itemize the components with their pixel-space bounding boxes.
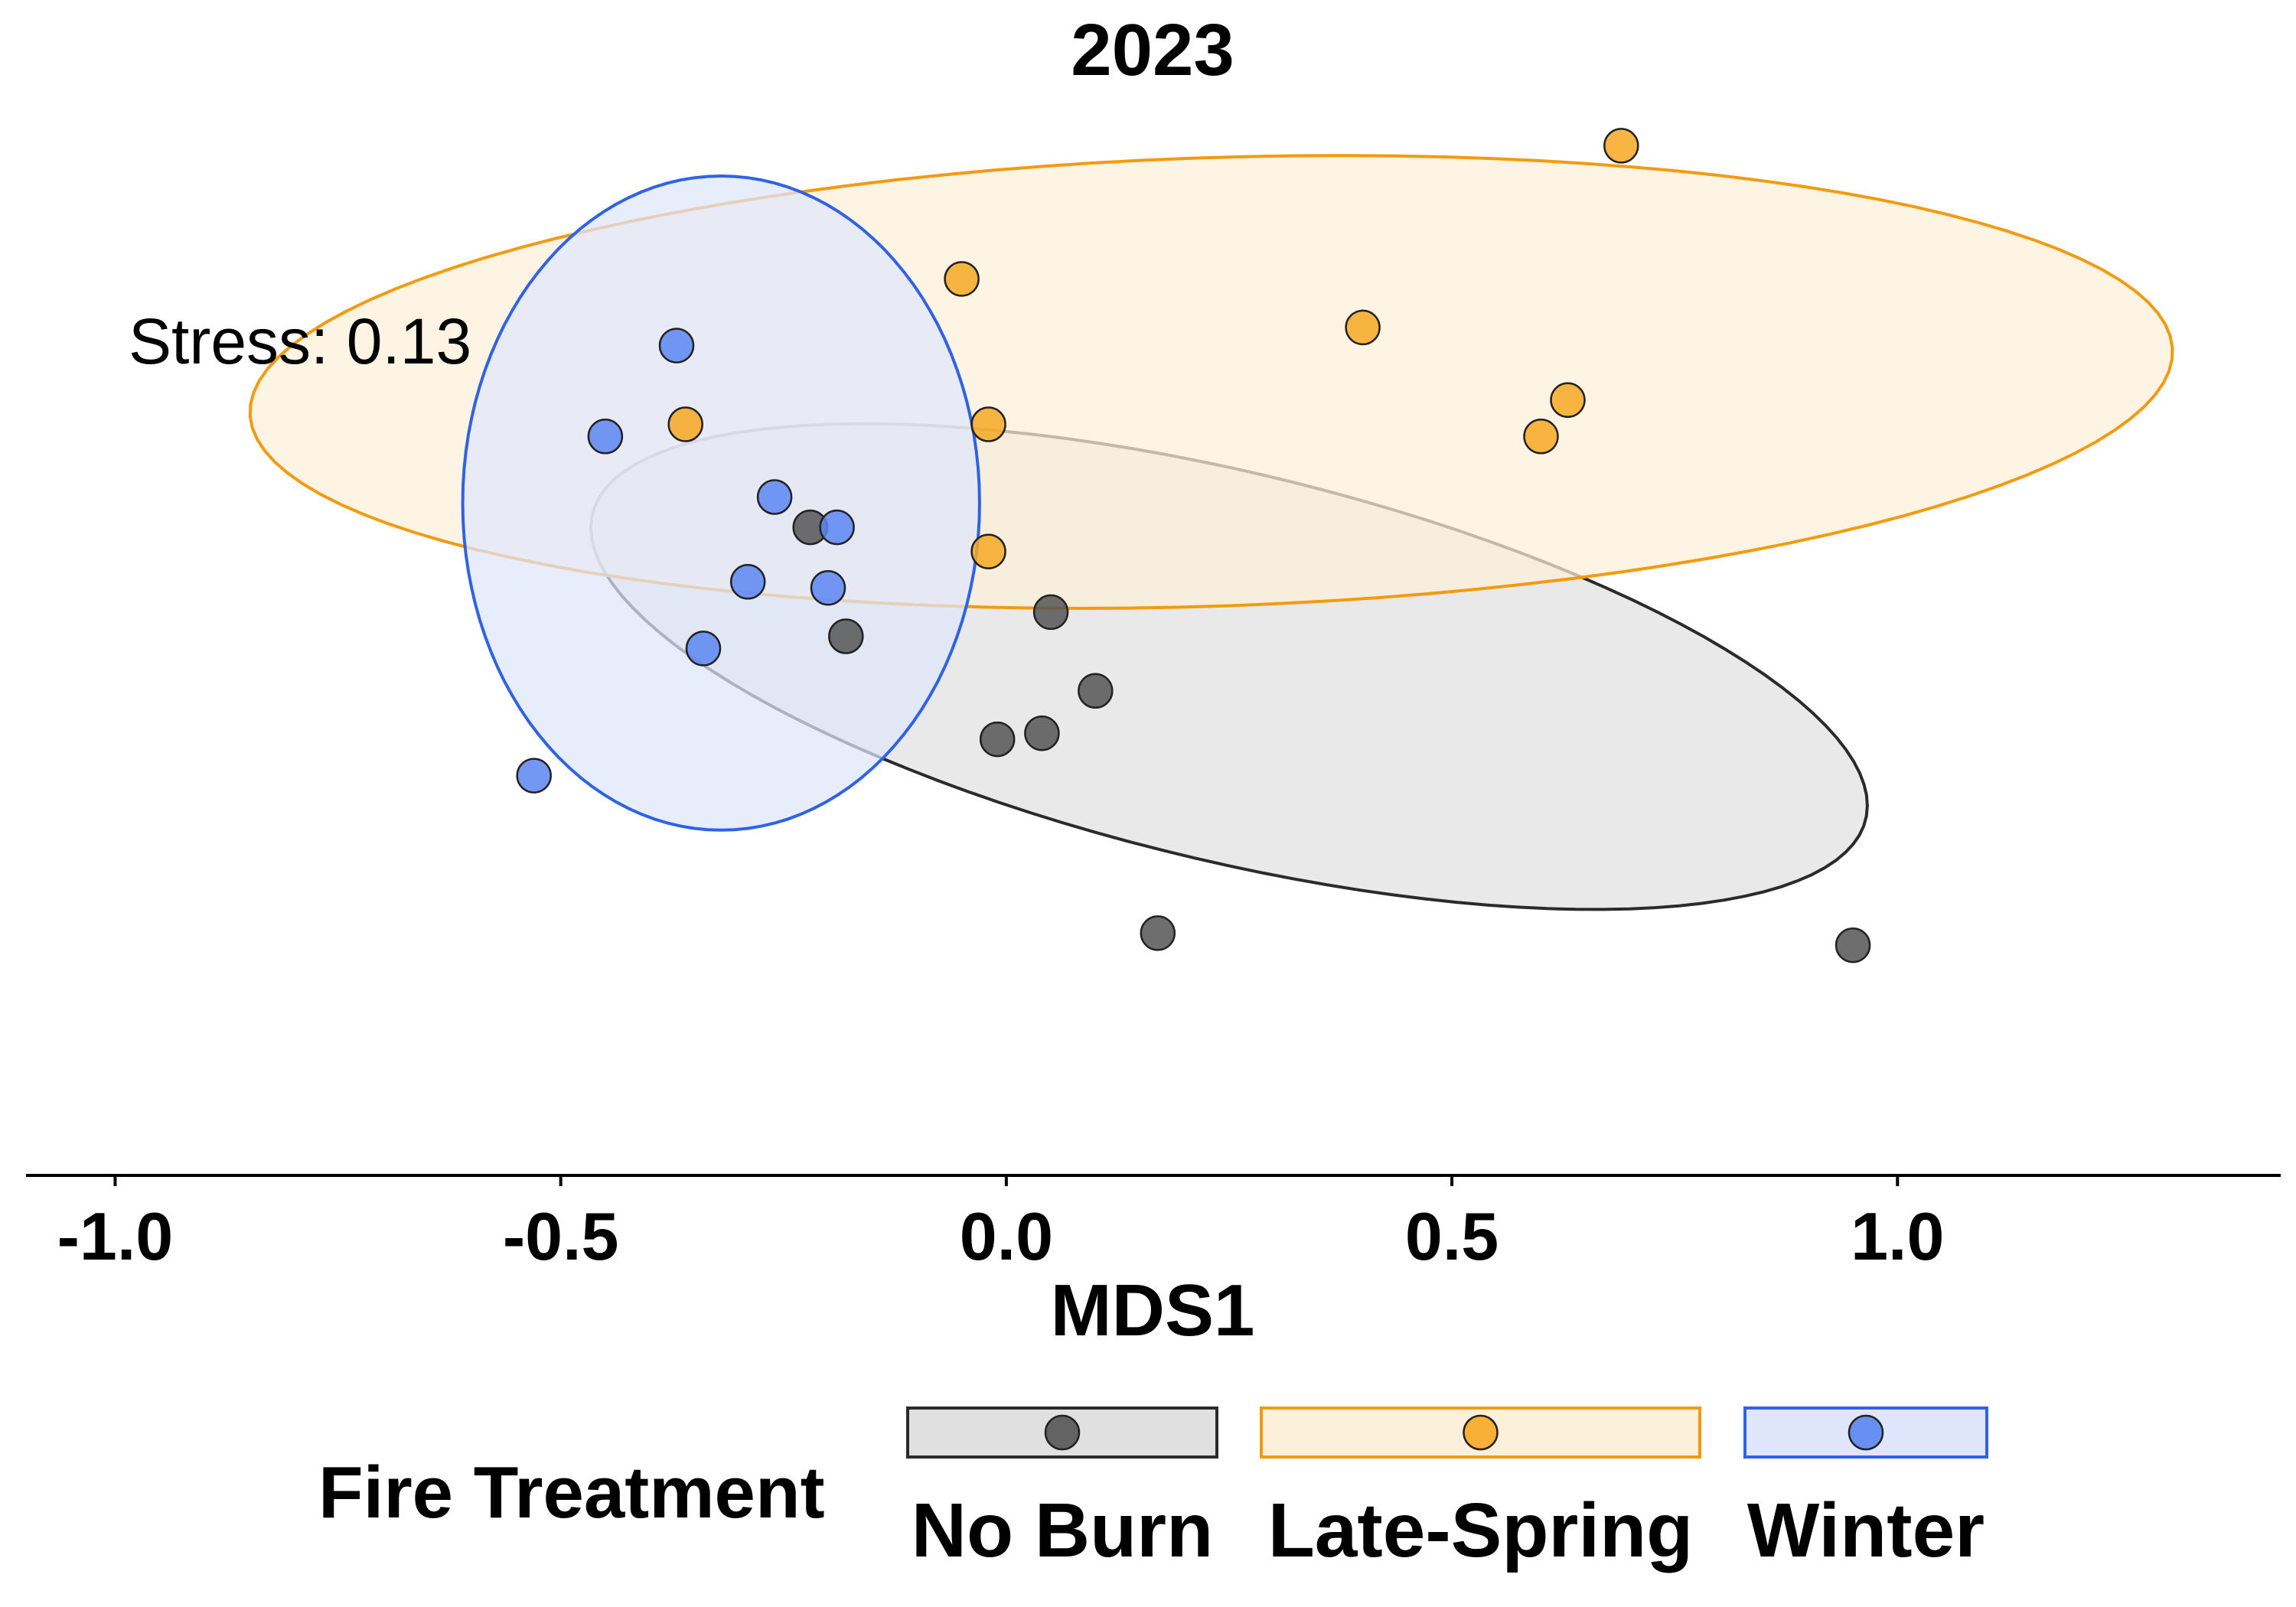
data-points [516,128,1871,963]
chart-title: 2023 [1071,9,1234,91]
point-winter [810,569,846,606]
point-no-burn [1024,715,1060,751]
point-late-spring [970,406,1006,442]
x-tick-label: 0.0 [960,1198,1053,1274]
point-winter [516,758,552,794]
legend-marker-no-burn [1044,1414,1081,1451]
point-late-spring [1345,309,1381,346]
point-winter [729,564,766,600]
point-winter [756,479,793,515]
legend-marker-late-spring [1463,1414,1499,1451]
point-late-spring [1603,128,1639,164]
legend-label-no-burn: No Burn [912,1488,1213,1573]
legend-title: Fire Treatment [318,1452,825,1534]
point-winter [658,328,695,363]
legend: No Burn Late-Spring Winter [906,1407,1988,1573]
point-no-burn [1078,673,1114,709]
point-no-burn [1032,594,1069,631]
point-late-spring [667,406,703,442]
point-winter [819,509,855,546]
x-tick-label: 1.0 [1851,1198,1944,1274]
point-no-burn [1140,915,1176,951]
point-late-spring [1550,382,1586,419]
x-axis-label: MDS1 [1051,1270,1255,1351]
legend-marker-winter [1848,1414,1884,1451]
point-no-burn [979,721,1016,758]
point-late-spring [970,533,1006,569]
stress-annotation: Stress: 0.13 [129,305,471,377]
x-tick-label: -0.5 [503,1198,619,1274]
point-late-spring [1523,419,1559,455]
x-tick-label: 0.5 [1405,1198,1499,1274]
ellipse-winter [461,174,981,832]
legend-label-winter: Winter [1747,1488,1985,1573]
point-no-burn [828,618,864,654]
x-axis-ticks: -1.0 -0.5 0.0 0.5 1.0 [57,1175,1944,1274]
x-tick-label: -1.0 [57,1198,174,1274]
point-late-spring [944,261,980,297]
legend-label-late-spring: Late-Spring [1268,1488,1694,1573]
confidence-ellipses [248,154,2174,911]
point-winter [587,419,624,455]
point-winter [685,631,722,667]
point-no-burn [1835,927,1871,963]
